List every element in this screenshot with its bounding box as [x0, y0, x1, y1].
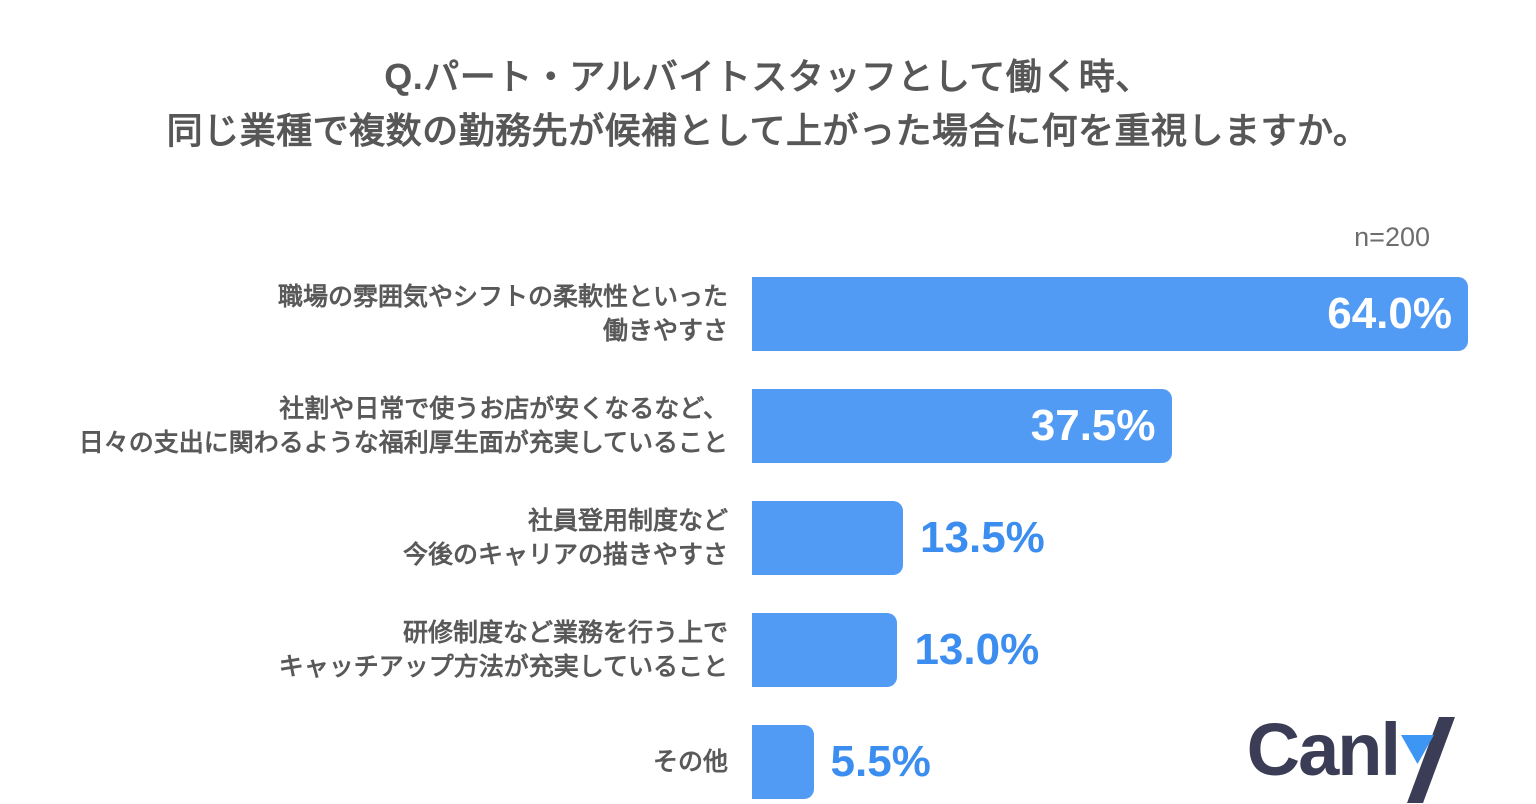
category-label: 社割や日常で使うお店が安くなるなど、 日々の支出に関わるような福利厚生面が充実して…	[78, 395, 728, 457]
bar-rows: 職場の雰囲気やシフトの柔軟性といった 働きやすさ 64.0% 社割や日常で使うお店が安…	[0, 277, 1536, 799]
value-label: 13.5%	[920, 513, 1045, 562]
bar-chart: 職場の雰囲気やシフトの柔軟性といった 働きやすさ 64.0% 社割や日常で使うお店が安…	[0, 277, 1536, 799]
category-label: その他	[652, 748, 728, 776]
bar-row: 職場の雰囲気やシフトの柔軟性といった 働きやすさ 64.0%	[0, 277, 1536, 351]
value-label: 64.0%	[1327, 289, 1452, 338]
bar-track: 37.5%	[752, 389, 1536, 463]
bar-row: 社員登用制度など 今後のキャリアの描きやすさ 13.5%	[0, 501, 1536, 575]
logo-y-glyph	[1401, 717, 1455, 804]
bar	[752, 613, 898, 687]
value-label: 37.5%	[1030, 401, 1156, 450]
bar-track: 13.0%	[752, 613, 1536, 687]
logo-y-slash	[1407, 717, 1455, 803]
bar	[752, 501, 904, 575]
bar: 37.5%	[752, 389, 1172, 463]
canly-logo: Canl	[1247, 713, 1455, 804]
value-label: 5.5%	[830, 737, 931, 786]
chart-title-line1: Q.パート・アルバイトスタッフとして働く時、	[384, 56, 1152, 97]
logo-wordmark: Canl	[1246, 708, 1401, 791]
category-label: 研修制度など業務を行う上で キャッチアップ方法が充実していること	[278, 619, 728, 681]
bar-track: 5.5%	[752, 725, 1536, 799]
bar-track: 64.0%	[752, 277, 1536, 351]
category-label: 職場の雰囲気やシフトの柔軟性といった 働きやすさ	[277, 283, 728, 345]
bar-row: その他 5.5%	[0, 725, 1536, 799]
value-label: 13.0%	[914, 625, 1040, 674]
chart-title: Q.パート・アルバイトスタッフとして働く時、 同じ業種で複数の勤務先が候補として…	[0, 50, 1536, 158]
bar-track: 13.5%	[752, 501, 1536, 575]
sample-size-label: n=200	[1354, 222, 1430, 252]
logo-y-triangle	[1401, 735, 1434, 764]
bar-row: 研修制度など業務を行う上で キャッチアップ方法が充実していること 13.0%	[0, 613, 1536, 687]
bar	[752, 725, 814, 799]
bar: 64.0%	[752, 277, 1468, 351]
category-label: 社員登用制度など 今後のキャリアの描きやすさ	[402, 507, 728, 569]
bar-row: 社割や日常で使うお店が安くなるなど、 日々の支出に関わるような福利厚生面が充実して…	[0, 389, 1536, 463]
chart-title-line2: 同じ業種で複数の勤務先が候補として上がった場合に何を重視しますか。	[166, 110, 1370, 151]
